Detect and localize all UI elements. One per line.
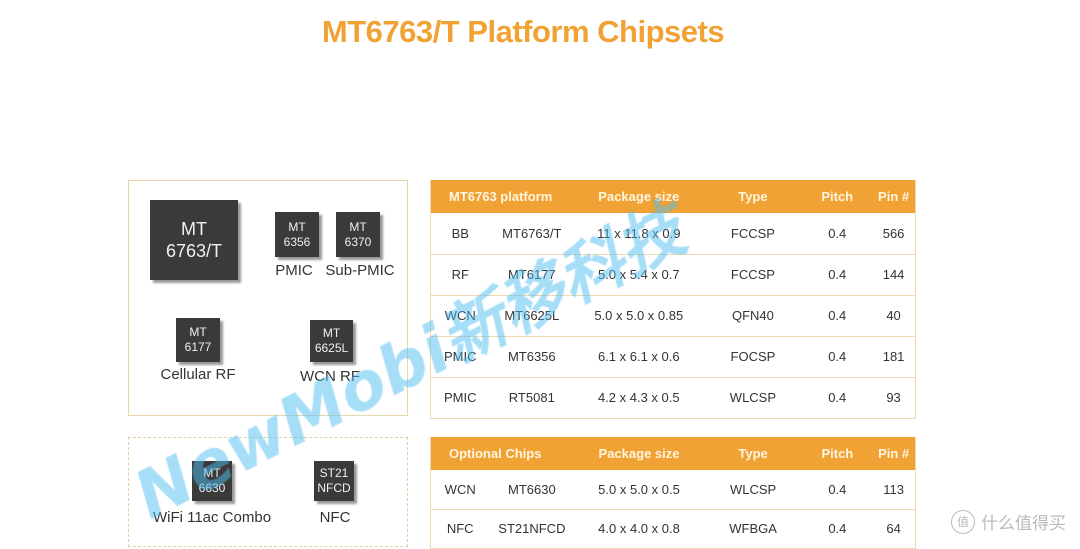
chip-mt6370: MT 6370 xyxy=(336,212,380,257)
table-cell: NFC xyxy=(430,509,490,549)
table-cell: 40 xyxy=(872,295,916,337)
table-cell: MT6763/T xyxy=(489,213,575,255)
header-cell: Pitch xyxy=(802,437,873,470)
header-cell: Optional Chips xyxy=(430,437,575,470)
chip-label: Cellular RF xyxy=(160,366,236,383)
table-cell: 6.1 x 6.1 x 0.6 xyxy=(574,336,704,378)
value-logo-icon: 值 xyxy=(951,509,975,534)
header-cell: Type xyxy=(703,180,803,213)
table-row: BB MT6763/T 11 x 11.8 x 0.9 FCCSP 0.4 566 xyxy=(430,213,916,255)
table-cell: PMIC xyxy=(430,377,490,419)
page-title: MT6763/T Platform Chipsets xyxy=(321,14,725,49)
chip-label: WiFi 11ac Combo xyxy=(152,509,272,526)
chip-line1: MT xyxy=(322,326,341,340)
chip-line1: MT xyxy=(189,325,207,339)
header-cell: Package size xyxy=(574,180,704,213)
table-cell: PMIC xyxy=(430,336,490,378)
table-cell: FCCSP xyxy=(703,254,803,296)
chip-mt6625l: MT 6625L xyxy=(310,320,353,362)
table-cell: ST21NFCD xyxy=(489,509,575,549)
table-header-row: MT6763 platform Package size Type Pitch Pin … xyxy=(430,180,916,213)
table-row: WCN MT6625L 5.0 x 5.0 x 0.85 QFN40 0.4 40 xyxy=(430,295,916,337)
header-cell: Pin # xyxy=(872,437,916,470)
chip-line2: 6625L xyxy=(314,341,349,355)
table-cell: 0.4 xyxy=(802,509,873,549)
chip-line2: 6763/T xyxy=(165,241,223,261)
chip-line2: 6356 xyxy=(283,234,311,249)
table-cell: WLCSP xyxy=(703,470,803,510)
chip-line1: MT xyxy=(288,219,306,234)
header-cell: Package size xyxy=(574,437,704,470)
table-cell: 64 xyxy=(872,509,916,549)
table-cell: FCCSP xyxy=(703,213,803,255)
chip-label: WCN RF xyxy=(300,368,360,385)
table-cell: 144 xyxy=(872,254,916,296)
table-cell: 0.4 xyxy=(802,377,873,419)
table-cell: 11 x 11.8 x 0.9 xyxy=(574,213,704,255)
table-cell: 5.0 x 5.4 x 0.7 xyxy=(574,254,704,296)
table-cell: 113 xyxy=(872,470,916,510)
table-cell: 0.4 xyxy=(802,213,873,255)
table-row: RF MT6177 5.0 x 5.4 x 0.7 FCCSP 0.4 144 xyxy=(430,254,916,296)
table-cell: QFN40 xyxy=(703,295,803,337)
table-cell: MT6177 xyxy=(489,254,575,296)
table-row: WCN MT6630 5.0 x 5.0 x 0.5 WLCSP 0.4 113 xyxy=(430,470,916,510)
table-cell: WFBGA xyxy=(703,509,803,549)
optional-chips-panel xyxy=(128,437,408,547)
platform-table: MT6763 platform Package size Type Pitch Pin … xyxy=(430,180,916,419)
table-cell: 93 xyxy=(872,377,916,419)
chip-mt6763: MT 6763/T xyxy=(150,200,238,280)
table-header-row: Optional Chips Package size Type Pitch Pin # xyxy=(430,437,916,470)
table-cell: 0.4 xyxy=(802,254,873,296)
table-cell: 4.2 x 4.3 x 0.5 xyxy=(574,377,704,419)
table-cell: FOCSP xyxy=(703,336,803,378)
chip-label: PMIC xyxy=(275,262,313,279)
corner-watermark: 值 什么值得买 xyxy=(951,509,1066,534)
header-cell: Pin # xyxy=(872,180,916,213)
chip-mt6177: MT 6177 xyxy=(176,318,220,362)
table-cell: 181 xyxy=(872,336,916,378)
table-cell: WCN xyxy=(430,295,490,337)
table-cell: BB xyxy=(430,213,490,255)
table-row: PMIC MT6356 6.1 x 6.1 x 0.6 FOCSP 0.4 181 xyxy=(430,336,916,378)
table-cell: 5.0 x 5.0 x 0.85 xyxy=(574,295,704,337)
chip-line1: MT xyxy=(181,218,207,239)
chip-line1: MT xyxy=(349,219,367,234)
chip-line2: 6177 xyxy=(184,340,212,354)
table-cell: 0.4 xyxy=(802,470,873,510)
corner-watermark-text: 什么值得买 xyxy=(981,514,1066,533)
chip-label: NFC xyxy=(319,509,351,526)
chip-st21nfcd: ST21 NFCD xyxy=(314,461,354,501)
table-row: PMIC RT5081 4.2 x 4.3 x 0.5 WLCSP 0.4 93 xyxy=(430,377,916,419)
table-cell: 5.0 x 5.0 x 0.5 xyxy=(574,470,704,510)
table-cell: MT6630 xyxy=(489,470,575,510)
table-cell: RT5081 xyxy=(489,377,575,419)
optional-chips-table: Optional Chips Package size Type Pitch Pin #… xyxy=(430,437,916,549)
chip-line2: NFCD xyxy=(317,481,351,495)
chip-label: Sub-PMIC xyxy=(325,262,395,279)
table-cell: 566 xyxy=(872,213,916,255)
table-cell: MT6625L xyxy=(489,295,575,337)
header-cell: Type xyxy=(703,437,803,470)
table-cell: WLCSP xyxy=(703,377,803,419)
header-cell: MT6763 platform xyxy=(430,180,575,213)
chip-line1: ST21 xyxy=(319,466,349,480)
chip-mt6356: MT 6356 xyxy=(275,212,319,257)
table-cell: 4.0 x 4.0 x 0.8 xyxy=(574,509,704,549)
chip-line1: MT xyxy=(203,466,221,480)
header-cell: Pitch xyxy=(802,180,873,213)
table-cell: 0.4 xyxy=(802,295,873,337)
table-cell: WCN xyxy=(430,470,490,510)
table-cell: MT6356 xyxy=(489,336,575,378)
table-cell: 0.4 xyxy=(802,336,873,378)
table-cell: RF xyxy=(430,254,490,296)
table-row: NFC ST21NFCD 4.0 x 4.0 x 0.8 WFBGA 0.4 64 xyxy=(430,509,916,549)
chip-line2: 6630 xyxy=(198,481,226,495)
chip-line2: 6370 xyxy=(344,234,372,249)
chip-mt6630: MT 6630 xyxy=(192,461,232,501)
